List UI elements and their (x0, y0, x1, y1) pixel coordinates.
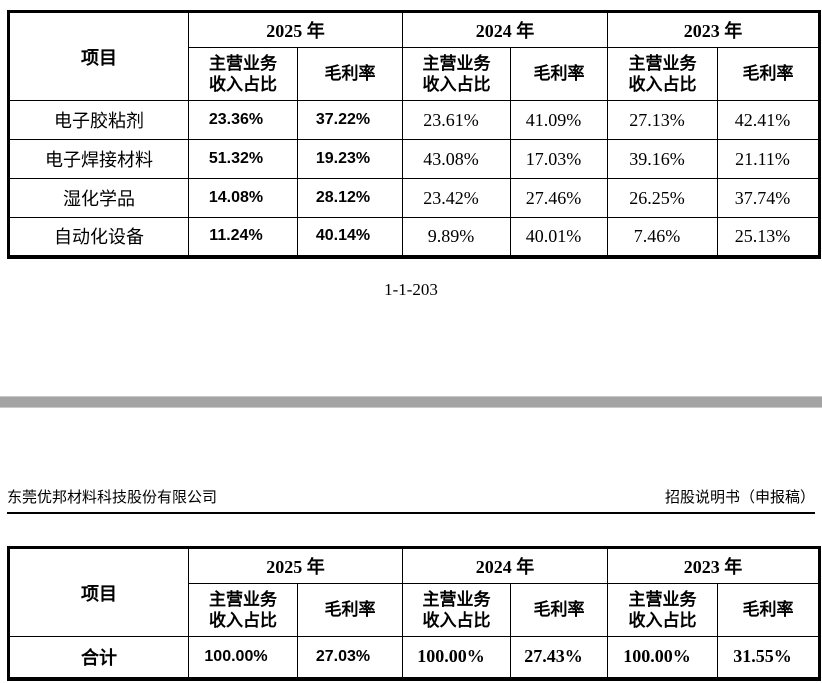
value-cell: 9.89% (402, 217, 511, 257)
subheader-row: 主营业务 收入占比 毛利率 主营业务 收入占比 毛利率 主营业务 收入占比 毛利… (9, 47, 820, 101)
value-cell: 25.13% (717, 217, 820, 257)
value-cell: 51.32% (188, 139, 298, 179)
value-cell: 23.36% (188, 100, 298, 140)
year-2023-header: 2023 年 (607, 11, 820, 48)
value-cell: 27.46% (510, 178, 608, 218)
table-row-adhesives: 电子胶粘剂 23.36% 37.22% 23.61% 41.09% 27.13%… (8, 100, 820, 140)
value-cell: 27.03% (297, 636, 403, 679)
subheader-revenue-share-2024: 主营业务 收入占比 (402, 47, 511, 101)
year-2024-header: 2024 年 (402, 547, 608, 584)
company-name: 东莞优邦材料科技股份有限公司 (7, 490, 218, 506)
document-title: 招股说明书（申报稿） (664, 490, 815, 506)
value-cell: 100.00% (188, 636, 298, 679)
table-row-wet-chemicals: 湿化学品 14.08% 28.12% 23.42% 27.46% 26.25% … (8, 178, 820, 218)
value-cell: 100.00% (402, 636, 511, 679)
value-cell: 37.74% (717, 178, 820, 218)
year-2023-header: 2023 年 (607, 547, 820, 584)
page-break-divider (0, 396, 822, 408)
year-2024-header: 2024 年 (402, 11, 608, 48)
value-cell: 11.24% (188, 217, 298, 257)
item-column-header: 项目 (8, 547, 189, 637)
value-cell: 23.42% (402, 178, 511, 218)
value-cell: 100.00% (607, 636, 718, 679)
value-cell: 41.09% (510, 100, 608, 140)
year-2025-header: 2025 年 (188, 11, 403, 48)
subheader-revenue-share-2024: 主营业务 收入占比 (402, 583, 511, 637)
row-label: 电子胶粘剂 (8, 100, 189, 140)
subheader-revenue-share-2025: 主营业务 收入占比 (188, 47, 298, 101)
subheader-gross-margin-2024: 毛利率 (510, 47, 608, 101)
year-header-row: 项目 2025 年 2024 年 2023 年 (8, 547, 820, 637)
subheader-gross-margin-2025: 毛利率 (297, 583, 403, 637)
year-header-row: 项目 2025 年 2024 年 2023 年 (8, 11, 820, 101)
item-column-header: 项目 (8, 11, 189, 101)
value-cell: 14.08% (188, 178, 298, 218)
subheader-gross-margin-2023: 毛利率 (717, 583, 820, 637)
year-2025-header: 2025 年 (188, 547, 403, 584)
value-cell: 19.23% (297, 139, 403, 179)
value-cell: 27.13% (607, 100, 718, 140)
value-cell: 43.08% (402, 139, 511, 179)
value-cell: 39.16% (607, 139, 718, 179)
segment-revenue-margin-table: 项目 2025 年 2024 年 2023 年 主营业务 收入占比 毛利率 主营… (7, 10, 821, 259)
subheader-gross-margin-2023: 毛利率 (717, 47, 820, 101)
value-cell: 31.55% (717, 636, 820, 679)
value-cell: 7.46% (607, 217, 718, 257)
totals-table: 项目 2025 年 2024 年 2023 年 主营业务 收入占比 毛利率 主营… (7, 546, 821, 681)
table-row-automation-equipment: 自动化设备 11.24% 40.14% 9.89% 40.01% 7.46% 2… (8, 217, 820, 257)
value-cell: 26.25% (607, 178, 718, 218)
subheader-row: 主营业务 收入占比 毛利率 主营业务 收入占比 毛利率 主营业务 收入占比 毛利… (9, 583, 820, 637)
table-row-total: 合计 100.00% 27.03% 100.00% 27.43% 100.00%… (8, 636, 820, 679)
subheader-gross-margin-2025: 毛利率 (297, 47, 403, 101)
running-header: 东莞优邦材料科技股份有限公司 招股说明书（申报稿） (7, 486, 815, 514)
value-cell: 27.43% (510, 636, 608, 679)
value-cell: 17.03% (510, 139, 608, 179)
subheader-gross-margin-2024: 毛利率 (510, 583, 608, 637)
table-row-soldering-materials: 电子焊接材料 51.32% 19.23% 43.08% 17.03% 39.16… (8, 139, 820, 179)
page-number: 1-1-203 (384, 280, 438, 299)
value-cell: 37.22% (297, 100, 403, 140)
value-cell: 21.11% (717, 139, 820, 179)
row-label: 湿化学品 (8, 178, 189, 218)
value-cell: 40.14% (297, 217, 403, 257)
value-cell: 28.12% (297, 178, 403, 218)
row-label: 合计 (8, 636, 189, 679)
subheader-revenue-share-2025: 主营业务 收入占比 (188, 583, 298, 637)
value-cell: 42.41% (717, 100, 820, 140)
row-label: 自动化设备 (8, 217, 189, 257)
subheader-revenue-share-2023: 主营业务 收入占比 (607, 47, 718, 101)
row-label: 电子焊接材料 (8, 139, 189, 179)
value-cell: 23.61% (402, 100, 511, 140)
subheader-revenue-share-2023: 主营业务 收入占比 (607, 583, 718, 637)
value-cell: 40.01% (510, 217, 608, 257)
